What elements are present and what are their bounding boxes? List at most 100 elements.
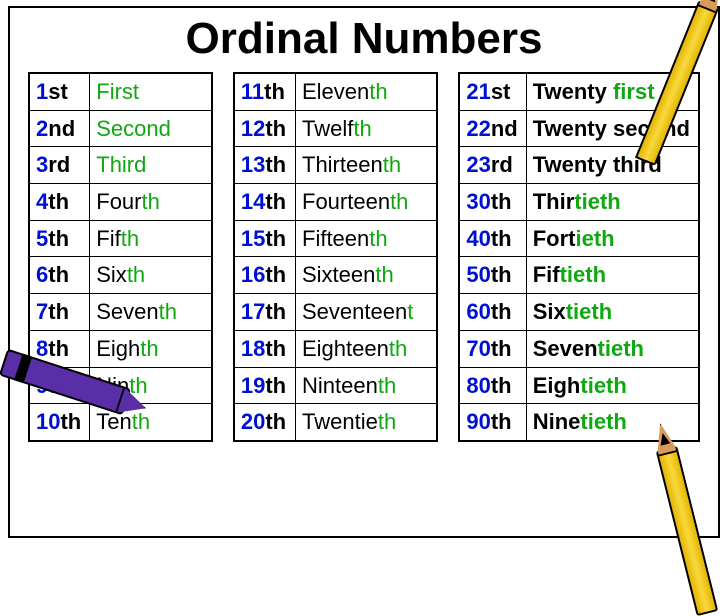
ordinal-suffix: th — [48, 336, 69, 361]
ordinal-suffix: th — [491, 299, 512, 324]
ordinal-word-part: tieth — [580, 409, 626, 434]
ordinal-number: 17 — [241, 299, 265, 324]
table-row: 15thFifteenth — [234, 220, 437, 257]
ordinal-number: 14 — [241, 189, 265, 214]
ordinal-word-cell: Sixteenth — [296, 257, 438, 294]
ordinal-suffix: th — [265, 189, 286, 214]
ordinal-word-part: th — [129, 373, 147, 398]
table-row: 8thEighth — [29, 330, 212, 367]
ordinal-word-cell: Fifth — [90, 220, 212, 257]
ordinal-word-cell: Eightieth — [526, 367, 699, 404]
ordinal-word-cell: Sixth — [90, 257, 212, 294]
ordinal-number-cell: 7th — [29, 294, 90, 331]
ordinal-suffix: th — [491, 373, 512, 398]
ordinal-number: 23 — [466, 152, 490, 177]
ordinal-number-cell: 18th — [234, 330, 296, 367]
ordinal-word-part: tieth — [566, 299, 612, 324]
ordinal-word-part: th — [383, 152, 401, 177]
ordinal-number: 5 — [36, 226, 48, 251]
table-row: 4 thFourth — [29, 184, 212, 221]
ordinal-number: 8 — [36, 336, 48, 361]
ordinal-word-cell: Twentieth — [296, 404, 438, 441]
ordinal-word-cell: Seventh — [90, 294, 212, 331]
ordinal-word-part: Second — [96, 116, 171, 141]
ordinal-suffix: th — [48, 262, 69, 287]
table-row: 80thEightieth — [459, 367, 699, 404]
ordinal-word-part: th — [142, 189, 160, 214]
table-row: 12thTwelfth — [234, 110, 437, 147]
ordinal-number: 1 — [36, 79, 48, 104]
ordinal-number-cell: 30th — [459, 184, 526, 221]
table-row: 3rdThird — [29, 147, 212, 184]
ordinal-number: 16 — [241, 262, 265, 287]
ordinal-suffix: rd — [48, 152, 70, 177]
ordinal-word-part: Fourteen — [302, 189, 390, 214]
ordinal-word-part: Seven — [96, 299, 158, 324]
ordinal-word-part: th — [369, 79, 387, 104]
ordinal-suffix: th — [48, 299, 69, 324]
ordinal-word-part: Six — [96, 262, 127, 287]
ordinal-suffix: th — [491, 226, 512, 251]
table-row: 17thSeventeent — [234, 294, 437, 331]
ordinal-word-cell: Fiftieth — [526, 257, 699, 294]
ordinal-word-part: Fifteen — [302, 226, 369, 251]
ordinal-word-part: Six — [533, 299, 566, 324]
ordinal-word-cell: Seventieth — [526, 330, 699, 367]
ordinal-suffix: th — [265, 373, 286, 398]
ordinal-number-cell: 17th — [234, 294, 296, 331]
ordinal-number-cell: 5th — [29, 220, 90, 257]
ordinal-word-part: Seven — [533, 336, 598, 361]
ordinal-word-part: Nine — [533, 409, 581, 434]
table-row: 7thSeventh — [29, 294, 212, 331]
ordinal-word-part: th — [140, 336, 158, 361]
ordinal-word-part: th — [127, 262, 145, 287]
ordinal-word-part: Twentie — [302, 409, 378, 434]
ordinal-number: 40 — [466, 226, 490, 251]
ordinal-suffix: th — [265, 409, 286, 434]
ordinal-suffix: th — [265, 262, 286, 287]
ordinal-number: 21 — [466, 79, 490, 104]
table-row: 14th Fourteenth — [234, 184, 437, 221]
ordinal-word-cell: Twenty third — [526, 147, 699, 184]
table-row: 16thSixteenth — [234, 257, 437, 294]
ordinal-word-part: Seventeen — [302, 299, 407, 324]
table-row: 70thSeventieth — [459, 330, 699, 367]
ordinal-number: 10 — [36, 409, 60, 434]
ordinal-word-part: th — [378, 373, 396, 398]
ordinal-word-part: t — [407, 299, 413, 324]
ordinal-word-part: tieth — [580, 373, 626, 398]
ordinal-word-part: ieth — [575, 226, 614, 251]
ordinal-word-part: Ninteen — [302, 373, 378, 398]
ordinal-suffix: th — [491, 262, 512, 287]
ordinal-word-part: Eigh — [533, 373, 581, 398]
ordinal-word-part: Fort — [533, 226, 576, 251]
ordinal-number-cell: 10th — [29, 404, 90, 441]
ordinal-word-part: Twelf — [302, 116, 353, 141]
ordinal-word-part: Thir — [533, 189, 575, 214]
ordinal-number: 15 — [241, 226, 265, 251]
ordinal-word-part: Sixteen — [302, 262, 375, 287]
ordinal-word-cell: Sixtieth — [526, 294, 699, 331]
ordinal-word-part: Third — [96, 152, 146, 177]
ordinal-word-cell: Thirteenth — [296, 147, 438, 184]
ordinal-word-part: th — [159, 299, 177, 324]
ordinal-word-part: First — [96, 79, 139, 104]
ordinal-number-cell: 16th — [234, 257, 296, 294]
ordinal-word-part: th — [375, 262, 393, 287]
ordinal-word-part: Twenty — [533, 79, 613, 104]
page-title: Ordinal Numbers — [10, 14, 718, 64]
ordinal-number: 4 — [36, 189, 48, 214]
ordinal-number-cell: 22nd — [459, 110, 526, 147]
ordinal-number-cell: 60th — [459, 294, 526, 331]
slide-frame: Ordinal Numbers 1stFirst2ndSecond3rdThir… — [8, 6, 720, 538]
ordinal-number-cell: 23rd — [459, 147, 526, 184]
ordinal-number-cell: 1st — [29, 73, 90, 110]
ordinal-suffix: th — [491, 189, 512, 214]
ordinal-word-part: th — [132, 409, 150, 434]
ordinal-word-cell: Seventeent — [296, 294, 438, 331]
ordinal-word-cell: Fourth — [90, 184, 212, 221]
ordinal-word-cell: Fourteenth — [296, 184, 438, 221]
table-row: 30thThirtieth — [459, 184, 699, 221]
table-row: 13thThirteenth — [234, 147, 437, 184]
ordinal-word-cell: Third — [90, 147, 212, 184]
